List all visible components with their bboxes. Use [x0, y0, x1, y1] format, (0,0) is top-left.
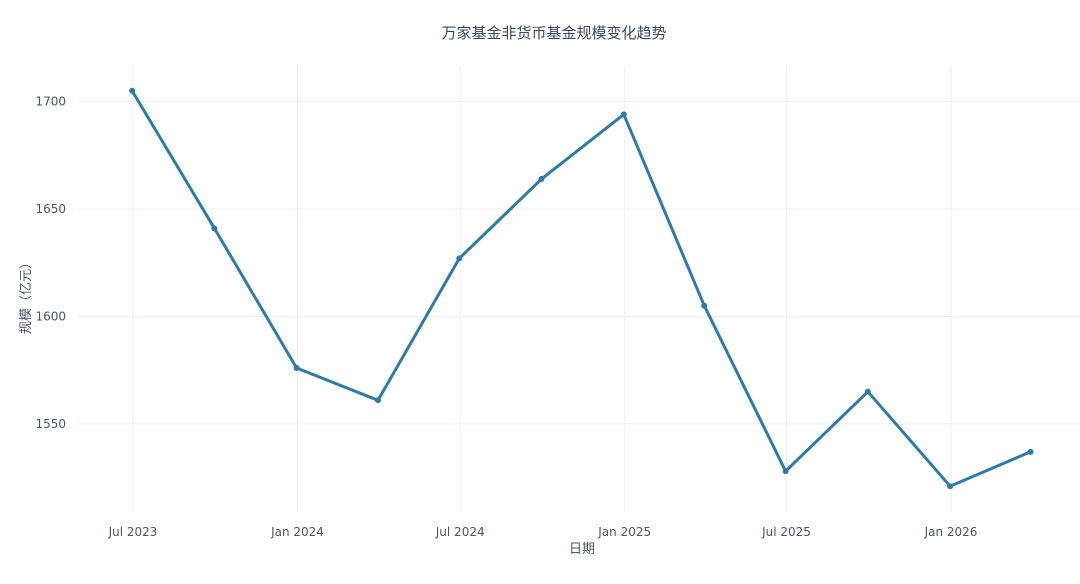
y-axis-title: 规模（亿元） [19, 256, 34, 334]
data-point [782, 468, 789, 475]
data-point [538, 175, 545, 182]
data-point [701, 302, 708, 309]
x-tick-label: Jan 2026 [924, 525, 978, 539]
y-tick-label: 1600 [35, 309, 66, 323]
grid-layer [78, 65, 1080, 512]
data-point [129, 87, 136, 94]
data-point [211, 225, 218, 232]
point-layer [129, 87, 1034, 490]
y-tick-label: 1650 [35, 202, 66, 216]
data-point [374, 397, 381, 404]
y-tick-label: 1550 [35, 417, 66, 431]
x-tick-label: Jul 2025 [761, 525, 811, 539]
series-line [130, 89, 1033, 488]
x-tick-label: Jan 2024 [270, 525, 324, 539]
data-point [947, 483, 954, 490]
data-point [864, 388, 871, 395]
data-point [620, 111, 627, 118]
chart-title: 万家基金非货币基金规模变化趋势 [441, 24, 666, 42]
data-point [456, 255, 463, 262]
tick-layer: 1550 1600 1650 1700 Jul 2023 Jan 2024 Jul 2024… [35, 95, 977, 539]
x-tick-label: Jul 2023 [108, 525, 158, 539]
data-point [1027, 448, 1034, 455]
y-tick-label: 1700 [35, 95, 66, 109]
x-axis-title: 日期 [569, 542, 595, 557]
data-point [293, 365, 300, 372]
x-tick-label: Jan 2025 [597, 525, 651, 539]
x-tick-label: Jul 2024 [435, 525, 485, 539]
